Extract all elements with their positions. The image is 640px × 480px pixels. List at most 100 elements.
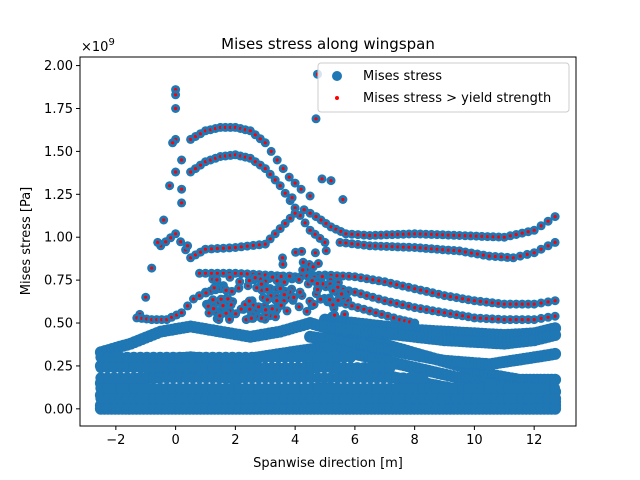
- yield-exceeded-point: [452, 248, 456, 253]
- yield-exceeded-point: [520, 318, 524, 322]
- yield-exceeded-point: [368, 309, 372, 313]
- yield-exceeded-point: [365, 277, 369, 281]
- x-tick-label: 0: [171, 433, 179, 448]
- yield-exceeded-point: [437, 292, 441, 296]
- yield-exceeded-point: [463, 234, 467, 238]
- yield-exceeded-point: [472, 299, 476, 303]
- plot-area: [94, 69, 562, 415]
- yield-exceeded-point: [171, 141, 175, 145]
- yield-exceeded-point: [539, 247, 543, 251]
- yield-exceeded-point: [308, 211, 312, 215]
- y-multiplier: ×109: [81, 37, 115, 55]
- yield-exceeded-point: [424, 232, 428, 236]
- yield-exceeded-point: [180, 311, 184, 315]
- yield-exceeded-point: [268, 237, 272, 241]
- yield-exceeded-point: [356, 233, 360, 237]
- yield-exceeded-point: [169, 236, 173, 240]
- yield-exceeded-point: [227, 246, 231, 250]
- yield-exceeded-point: [514, 318, 518, 322]
- yield-exceeded-point: [164, 240, 168, 244]
- yield-exceeded-point: [259, 316, 263, 320]
- yield-exceeded-point: [224, 288, 228, 292]
- yield-exceeded-point: [303, 221, 307, 225]
- y-tick-label: 1.75: [44, 102, 73, 117]
- yield-exceeded-point: [299, 187, 303, 191]
- yield-exceeded-point: [385, 233, 389, 237]
- y-tick-label: 1.50: [44, 145, 73, 160]
- yield-exceeded-point: [313, 232, 317, 236]
- y-tick-label: 1.00: [44, 231, 73, 246]
- yield-exceeded-point: [502, 302, 506, 306]
- yield-exceeded-point: [206, 304, 210, 308]
- yield-exceeded-point: [255, 286, 259, 290]
- x-tick-label: 8: [411, 433, 419, 448]
- yield-exceeded-point: [318, 236, 322, 240]
- yield-exceeded-point: [233, 271, 237, 275]
- yield-exceeded-point: [239, 245, 243, 249]
- yield-exceeded-point: [487, 254, 491, 258]
- yield-exceeded-point: [315, 282, 319, 286]
- yield-exceeded-point: [365, 294, 369, 298]
- x-tick-label: −2: [106, 433, 125, 448]
- yield-exceeded-point: [186, 244, 190, 248]
- yield-exceeded-point: [474, 234, 478, 238]
- y-axis-ticks: 0.00 0.25 0.50 0.75 1.00 1.25 1.50 1.75 2.00: [44, 59, 80, 417]
- yield-exceeded-point: [229, 303, 233, 307]
- yield-exceeded-point: [359, 276, 363, 280]
- yield-exceeded-point: [248, 156, 252, 160]
- yield-exceeded-point: [446, 248, 450, 252]
- yield-exceeded-point: [431, 291, 435, 295]
- yield-exceeded-point: [314, 215, 318, 219]
- yield-exceeded-point: [368, 233, 372, 238]
- yield-exceeded-point: [179, 240, 183, 244]
- yield-exceeded-point: [389, 300, 393, 304]
- yield-exceeded-point: [472, 316, 476, 320]
- yield-exceeded-point: [475, 252, 479, 256]
- yield-exceeded-point: [279, 274, 283, 278]
- yield-exceeded-point: [338, 240, 342, 244]
- yield-exceeded-point: [281, 262, 285, 266]
- yield-exceeded-point: [230, 289, 234, 293]
- yield-exceeded-point: [319, 297, 323, 301]
- yield-exceeded-point: [520, 231, 524, 235]
- yield-exceeded-point: [265, 287, 269, 292]
- yield-exceeded-point: [215, 271, 219, 275]
- yield-exceeded-point: [331, 289, 335, 293]
- yield-exceeded-point: [343, 312, 347, 316]
- yield-exceeded-point: [379, 244, 383, 248]
- yield-exceeded-point: [347, 274, 351, 278]
- yield-exceeded-point: [532, 251, 536, 255]
- y-tick-label: 0.75: [44, 274, 73, 289]
- yield-exceeded-point: [539, 301, 543, 305]
- yield-exceeded-point: [526, 230, 530, 234]
- yield-exceeded-point: [238, 280, 242, 284]
- yield-exceeded-point: [212, 286, 216, 290]
- x-tick-label: 10: [466, 433, 483, 448]
- yield-exceeded-point: [212, 307, 216, 311]
- yield-exceeded-point: [174, 106, 178, 111]
- yield-exceeded-point: [350, 304, 354, 308]
- yield-exceeded-point: [156, 240, 160, 244]
- yield-exceeded-point: [429, 232, 434, 236]
- yield-exceeded-point: [257, 243, 261, 247]
- yield-exceeded-point: [265, 298, 269, 302]
- yield-exceeded-point: [484, 300, 488, 304]
- yield-exceeded-point: [407, 285, 411, 289]
- stress-point: [417, 372, 429, 384]
- yield-exceeded-point: [392, 316, 396, 320]
- yield-exceeded-point: [442, 311, 447, 315]
- yield-exceeded-point: [174, 232, 178, 236]
- yield-exceeded-point: [301, 260, 305, 264]
- yield-exceeded-point: [484, 317, 488, 321]
- yield-exceeded-point: [144, 295, 148, 299]
- yield-exceeded-point: [174, 170, 178, 174]
- yield-exceeded-point: [227, 317, 232, 322]
- yield-exceeded-point: [293, 211, 297, 215]
- stress-point: [345, 351, 357, 363]
- yield-exceeded-point: [275, 299, 279, 303]
- yield-exceeded-point: [478, 316, 482, 320]
- yield-exceeded-point: [505, 255, 509, 259]
- stress-point: [549, 329, 562, 341]
- yield-exceeded-point: [162, 218, 166, 222]
- yield-exceeded-point: [279, 303, 283, 307]
